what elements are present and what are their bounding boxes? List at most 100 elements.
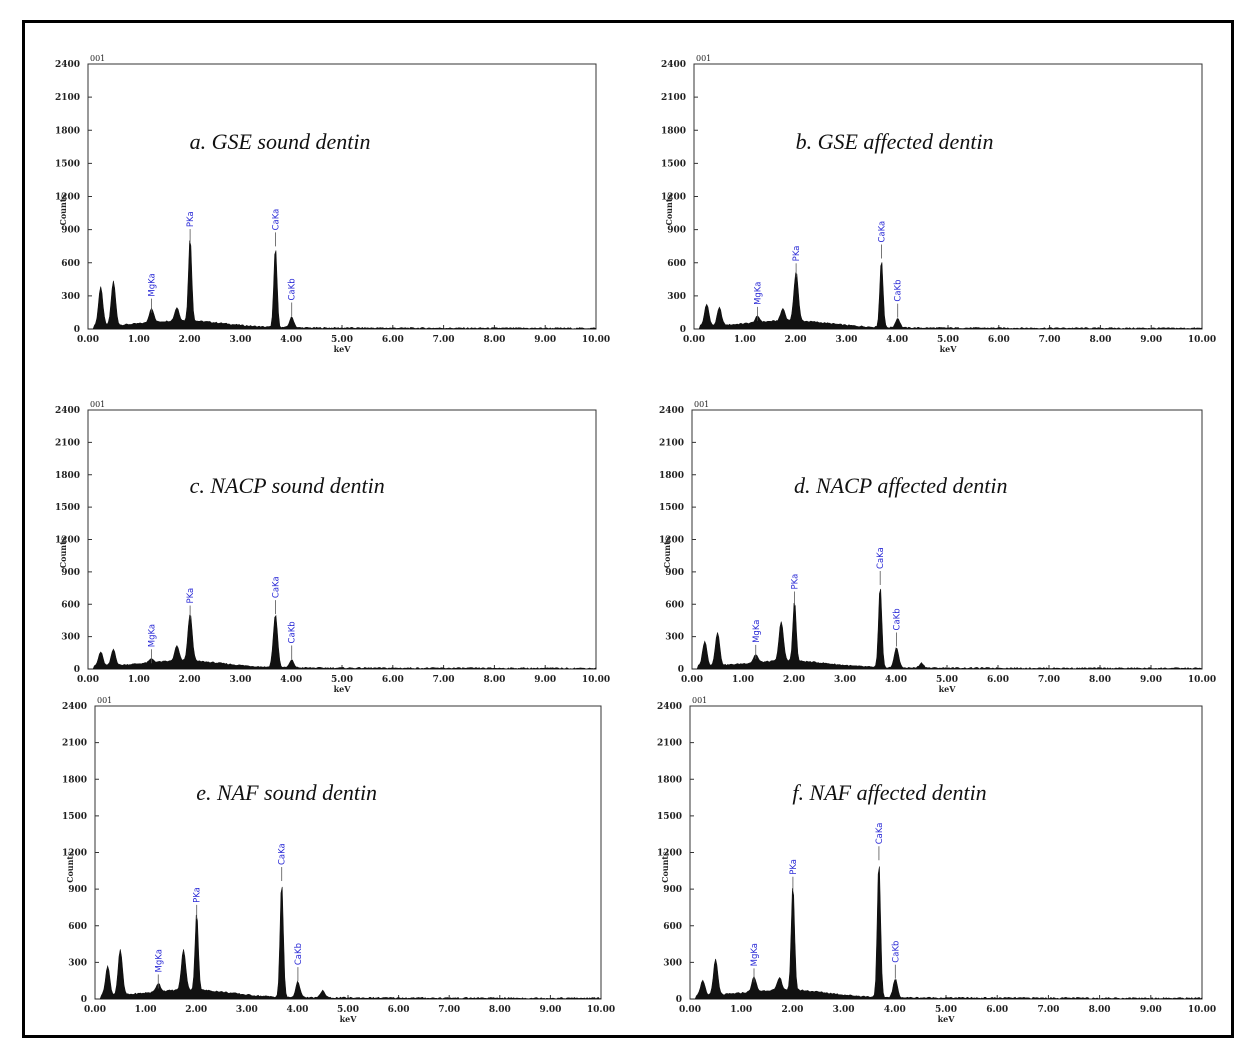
y-tick-label: 600 (663, 922, 682, 932)
y-axis-label: Counts (58, 193, 68, 225)
peak-label: CaKb (894, 279, 904, 301)
plot-frame (94, 705, 602, 1000)
panel-letter: d. (794, 473, 816, 498)
plot-frame (691, 409, 1203, 670)
y-axis-label: Counts (65, 851, 75, 883)
peak-label: CaKb (288, 621, 298, 643)
spectrum-area (694, 262, 1203, 330)
peak-label: PKa (186, 588, 196, 604)
peak-label: CaKb (288, 278, 298, 300)
x-tick-label: 2.00 (179, 335, 201, 345)
panel-letter: e. (196, 780, 217, 805)
y-tick-label: 600 (68, 922, 87, 932)
y-axis-label: Counts (662, 536, 672, 568)
peak-label: CaKb (891, 941, 901, 963)
panel-name: NAF affected dentin (809, 780, 987, 805)
y-tick-label: 2100 (55, 438, 80, 448)
plot-frame (689, 705, 1203, 1000)
x-tick-label: 8.00 (483, 335, 505, 345)
x-tick-label: 2.00 (185, 1005, 207, 1015)
y-tick-label: 1500 (657, 812, 682, 822)
x-tick-label: 6.00 (986, 1005, 1008, 1015)
y-tick-label: 600 (667, 259, 686, 269)
x-tick-label: 8.00 (1089, 335, 1111, 345)
x-tick-label: 2.00 (785, 335, 807, 345)
y-tick-label: 300 (663, 958, 682, 968)
panel-title: e. NAF sound dentin (196, 780, 377, 805)
peak-label: PKa (791, 574, 801, 590)
peak-label: MgKa (148, 273, 158, 296)
spectrum-area (692, 588, 1203, 670)
x-tick-label: 5.00 (331, 335, 353, 345)
x-tick-label: 1.00 (730, 1005, 752, 1015)
peak-label: MgKa (148, 624, 158, 647)
x-tick-label: 9.00 (1140, 335, 1162, 345)
plot-frame (693, 63, 1203, 330)
x-tick-label: 4.00 (280, 675, 302, 685)
x-tick-label: 7.00 (433, 335, 455, 345)
panel-letter: a. (190, 129, 212, 154)
y-tick-label: 2400 (659, 406, 684, 416)
x-tick-label: 6.00 (382, 335, 404, 345)
peak-label: MgKa (750, 943, 760, 966)
x-tick-label: 9.00 (1140, 675, 1162, 685)
y-tick-label: 2100 (659, 438, 684, 448)
spectrum-panel-5: 2400 2100 1800 1500 1200 900 600 300 00.00 1.00 2.… (62, 696, 615, 1024)
y-tick-label: 300 (667, 292, 686, 302)
x-tick-label: 5.00 (337, 1005, 359, 1015)
panel-title: a. GSE sound dentin (190, 129, 371, 154)
y-tick-label: 600 (61, 600, 80, 610)
y-tick-label: 2100 (657, 739, 682, 749)
peak-label: PKa (186, 211, 196, 227)
panel-name: GSE sound dentin (212, 129, 371, 154)
y-tick-label: 600 (665, 600, 684, 610)
x-tick-label: 2.00 (781, 1005, 803, 1015)
y-tick-label: 900 (663, 885, 682, 895)
x-tick-label: 7.00 (433, 675, 455, 685)
peak-label: CaKa (271, 576, 281, 598)
plot-frame (87, 63, 597, 330)
x-tick-label: 4.00 (884, 1005, 906, 1015)
y-tick-label: 300 (68, 958, 87, 968)
y-tick-label: 1200 (62, 849, 87, 859)
y-tick-label: 2400 (55, 60, 80, 70)
panel-title: c. NACP sound dentin (190, 473, 385, 498)
x-tick-label: 0.00 (77, 335, 99, 345)
x-tick-label: 1.00 (135, 1005, 157, 1015)
x-tick-label: 0.00 (679, 1005, 701, 1015)
spectrum-panel-2: 2400 2100 1800 1500 1200 900 600 300 00.00 1.00 2.… (661, 54, 1216, 354)
panel-title: f. NAF affected dentin (792, 780, 986, 805)
x-tick-label: 3.00 (236, 1005, 258, 1015)
x-tick-label: 1.00 (734, 335, 756, 345)
x-tick-label: 5.00 (935, 1005, 957, 1015)
y-tick-label: 2400 (657, 702, 682, 712)
x-axis-label: keV (938, 1014, 956, 1024)
y-tick-label: 900 (61, 568, 80, 578)
x-tick-label: 0.00 (681, 675, 703, 685)
x-tick-label: 9.00 (539, 1005, 561, 1015)
x-tick-label: 10.00 (1188, 335, 1216, 345)
panel-name: NACP affected dentin (815, 473, 1007, 498)
y-tick-label: 0 (676, 995, 682, 1005)
x-tick-label: 2.00 (179, 675, 201, 685)
x-tick-label: 9.00 (1140, 1005, 1162, 1015)
y-tick-label: 2100 (62, 739, 87, 749)
y-tick-label: 2100 (661, 93, 686, 103)
peak-label: MgKa (752, 620, 762, 643)
y-tick-label: 2100 (55, 93, 80, 103)
x-tick-label: 10.00 (1188, 675, 1216, 685)
panel-name: NACP sound dentin (209, 473, 384, 498)
x-tick-label: 8.00 (483, 675, 505, 685)
y-tick-label: 0 (680, 325, 686, 335)
peak-label: CaKa (271, 209, 281, 231)
x-tick-label: 3.00 (229, 675, 251, 685)
x-tick-label: 5.00 (936, 675, 958, 685)
x-tick-label: 10.00 (582, 675, 610, 685)
x-tick-label: 8.00 (1089, 1005, 1111, 1015)
x-tick-label: 7.00 (1037, 1005, 1059, 1015)
x-tick-label: 3.00 (834, 675, 856, 685)
spectrum-panel-6: 2400 2100 1800 1500 1200 900 600 300 00.00 1.00 2.… (657, 696, 1216, 1024)
plot-frame (87, 409, 597, 670)
y-tick-label: 0 (678, 665, 684, 675)
